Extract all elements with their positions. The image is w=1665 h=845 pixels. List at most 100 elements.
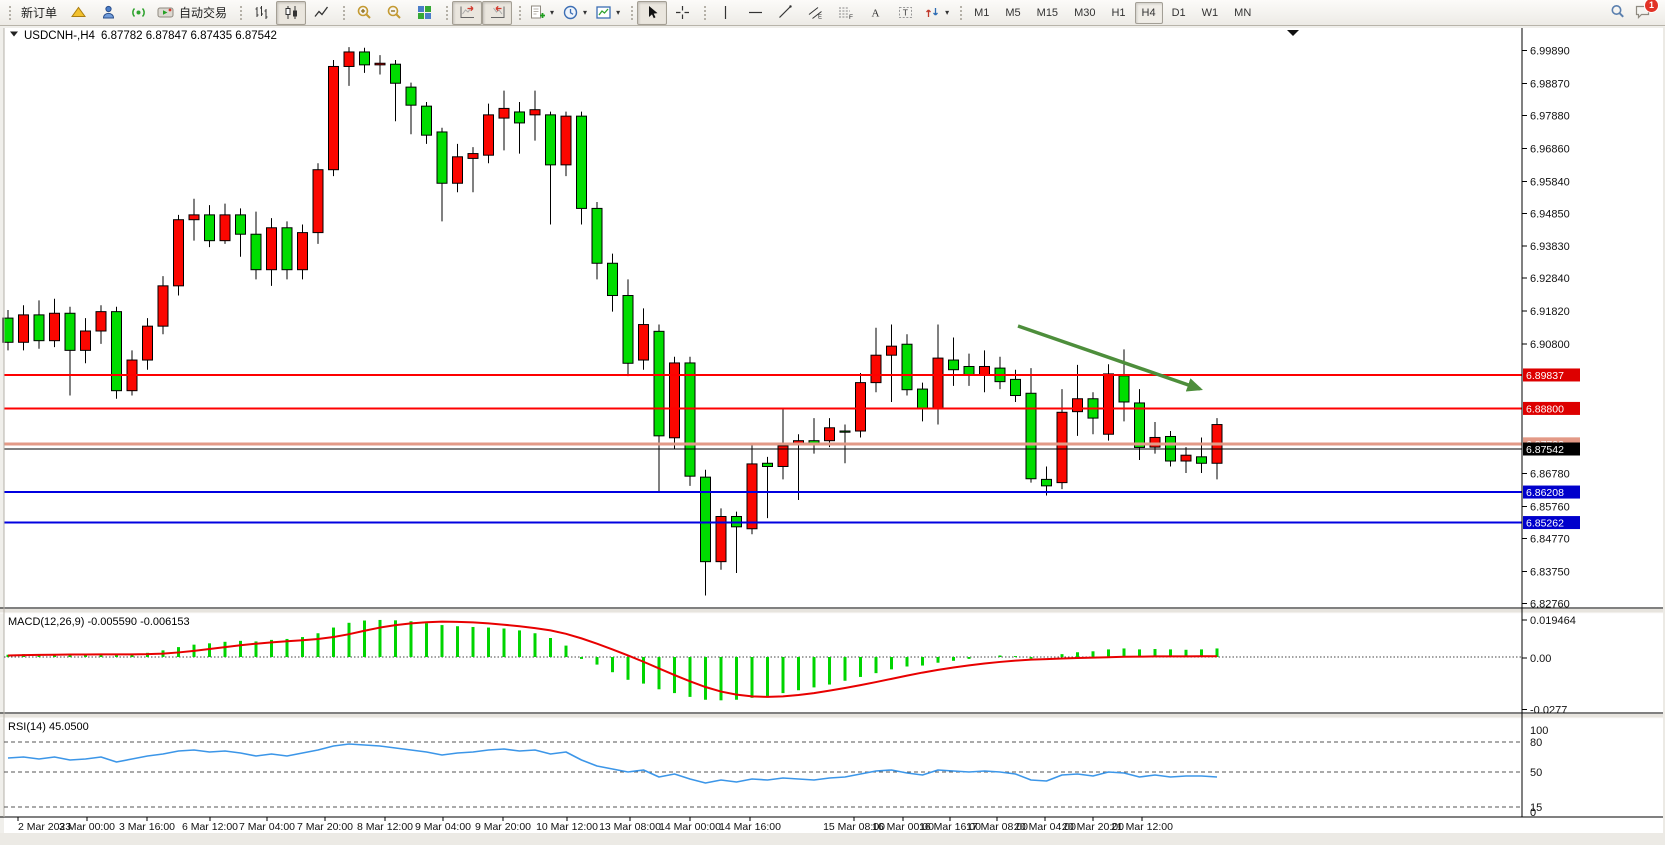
price-axis[interactable]: 6.99890 6.98870 6.97880 6.96860 6.95840 6.948… — [1522, 46, 1580, 611]
arrows-button[interactable]: ▾ — [920, 1, 953, 25]
candle — [390, 60, 401, 122]
candle — [483, 103, 494, 164]
candle — [64, 306, 76, 396]
svg-text:T: T — [902, 8, 907, 18]
candle — [576, 111, 587, 225]
arrows-icon — [924, 4, 941, 21]
macd-panel[interactable]: MACD(12,26,9) -0.005590 -0.006153 0.01946… — [4, 615, 1576, 717]
notifications-button[interactable]: 1 — [1634, 0, 1659, 23]
market-watch-button[interactable] — [93, 1, 123, 25]
line-chart-button[interactable] — [306, 1, 336, 25]
candle-body-up — [669, 362, 680, 439]
candle-body-up — [297, 232, 308, 271]
candle — [49, 298, 60, 348]
text-button[interactable]: A — [860, 1, 890, 25]
candle-body-up — [374, 62, 386, 66]
candle-body-down — [839, 430, 851, 433]
label-icon: T — [897, 4, 914, 21]
candlestick-plot[interactable] — [2, 47, 1223, 596]
time-tick-label: 9 Mar 04:00 — [415, 821, 471, 833]
rsi-line — [7, 743, 1218, 784]
chevron-down-icon[interactable]: ▾ — [945, 8, 950, 17]
candle-body-up — [638, 324, 649, 361]
bar-chart-button[interactable] — [246, 1, 276, 25]
search-button[interactable] — [1609, 3, 1626, 23]
time-tick-label: 9 Mar 20:00 — [475, 821, 531, 833]
toolbar-group — [626, 0, 699, 26]
timeframe-m5[interactable]: M5 — [1005, 6, 1021, 19]
trend-arrow-annotation[interactable] — [1017, 324, 1203, 392]
candle-body-down — [235, 214, 246, 235]
candle-body-up — [870, 354, 882, 384]
autotrading-button[interactable]: 自动交易 — [153, 1, 233, 25]
cursor-button[interactable] — [637, 0, 668, 25]
tile-windows-button[interactable] — [409, 1, 439, 25]
timeframe-m1[interactable]: M1 — [974, 6, 990, 19]
chevron-down-icon[interactable]: ▾ — [550, 8, 555, 17]
chart-title: USDCNH-,H4 6.87782 6.87847 6.87435 6.8754… — [10, 30, 277, 42]
time-tick-label: 16 Mar 16:00 — [919, 821, 981, 833]
price-tick-label: 6.91820 — [1530, 306, 1570, 318]
candle — [545, 111, 556, 225]
new-order-button[interactable]: 新订单 — [15, 1, 63, 25]
zoom-out-button[interactable] — [379, 1, 409, 25]
candle-body-up — [1103, 373, 1114, 435]
candle-body-up — [886, 345, 897, 356]
fibonacci-icon: F — [837, 4, 854, 21]
vertical-line-button[interactable] — [710, 1, 740, 25]
macd-axis-label: 0.00 — [1530, 653, 1551, 665]
candle — [746, 443, 758, 535]
candle-body-down — [64, 312, 76, 351]
candle-chart-button[interactable] — [276, 0, 307, 25]
timeframe-h1[interactable]: H1 — [1111, 6, 1126, 19]
macd-axis-label: -0.0277 — [1530, 705, 1567, 717]
panel-divider[interactable] — [0, 609, 1665, 613]
chevron-down-icon[interactable]: ▾ — [616, 8, 621, 17]
zoom-in-button[interactable] — [349, 1, 379, 25]
profile-button[interactable] — [63, 1, 93, 25]
chart-menu-triangle-icon[interactable] — [10, 31, 18, 37]
candle — [1180, 447, 1192, 473]
timeframe-d1[interactable]: D1 — [1171, 6, 1186, 19]
status-strip — [0, 833, 1665, 845]
candle — [560, 111, 572, 177]
toolbar-group: 新订单 自动交易 — [4, 0, 235, 26]
macd-label: MACD(12,26,9) -0.005590 -0.006153 — [8, 616, 190, 628]
new-chart-button[interactable]: ▾ — [525, 1, 558, 25]
panel-divider[interactable] — [0, 714, 1665, 718]
candle — [591, 201, 603, 280]
candle-body-down — [591, 207, 603, 264]
chart-shift-button[interactable] — [482, 0, 513, 25]
candle-body-down — [1196, 456, 1207, 464]
svg-text:E: E — [818, 15, 822, 21]
candle-body-down — [684, 362, 696, 477]
chart-window[interactable]: 6.99890 6.98870 6.97880 6.96860 6.95840 6.948… — [0, 27, 1665, 845]
timeframe-w1[interactable]: W1 — [1201, 6, 1219, 19]
price-level-lines — [4, 373, 1522, 524]
periods-button[interactable]: ▾ — [558, 1, 591, 25]
signal-button[interactable] — [123, 1, 153, 25]
timeframe-h4[interactable]: H4 — [1134, 1, 1163, 24]
fibonacci-button[interactable]: F — [830, 1, 860, 25]
profile-icon — [70, 4, 87, 21]
candle-body-up — [49, 312, 60, 342]
crosshair-button[interactable] — [667, 1, 697, 25]
chevron-down-icon[interactable]: ▾ — [583, 8, 588, 17]
candle-body-up — [452, 156, 463, 184]
new-chart-icon — [529, 4, 546, 21]
label-button[interactable]: T — [890, 1, 920, 25]
candle — [1149, 421, 1161, 454]
timeframe-mn[interactable]: MN — [1234, 6, 1252, 19]
timeframe-m30[interactable]: M30 — [1074, 6, 1096, 19]
scroll-end-marker[interactable] — [1287, 30, 1299, 36]
timeframe-m15[interactable]: M15 — [1036, 6, 1059, 19]
horizontal-line-button[interactable] — [740, 1, 770, 25]
templates-button[interactable]: ▾ — [591, 1, 624, 25]
channel-button[interactable]: E — [800, 1, 830, 25]
price-tick-label: 6.94850 — [1530, 208, 1570, 220]
auto-scroll-button[interactable] — [452, 0, 483, 25]
trendline-button[interactable] — [770, 1, 800, 25]
ohlc-values: 6.87782 6.87847 6.87435 6.87542 — [101, 30, 277, 42]
